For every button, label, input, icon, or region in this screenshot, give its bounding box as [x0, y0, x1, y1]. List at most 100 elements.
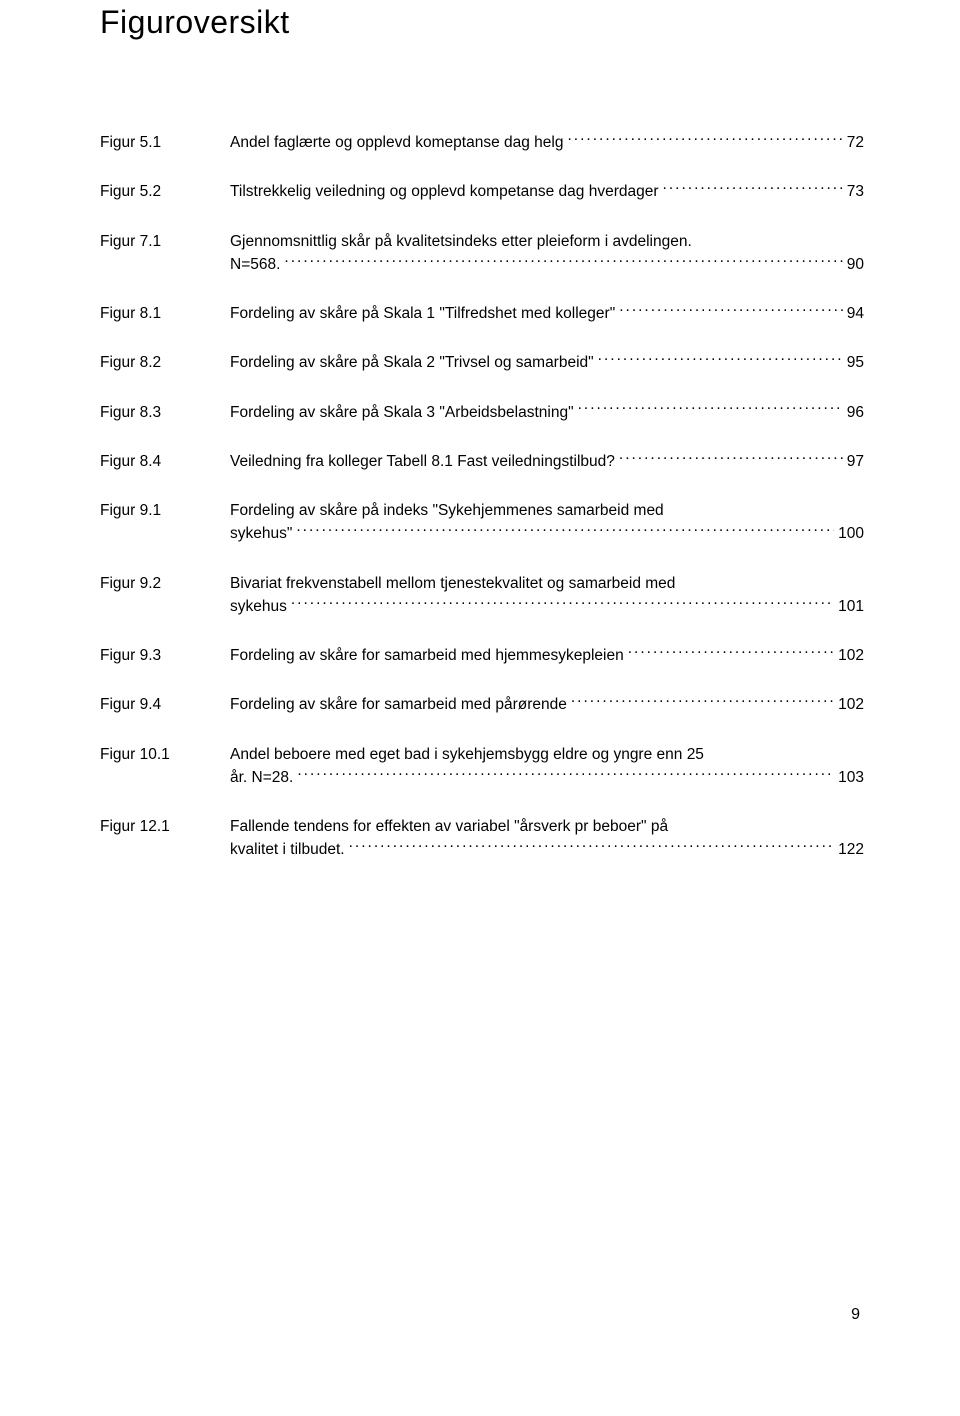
figure-line: kvalitet i tilbudet. 122 — [230, 838, 864, 861]
figure-id: Figur 9.2 — [100, 572, 230, 595]
figure-line: sykehus" 100 — [230, 522, 864, 545]
figure-page: 103 — [838, 766, 864, 789]
figure-text: N=568. — [230, 253, 280, 276]
figure-line: Fordeling av skåre for samarbeid med hje… — [230, 644, 864, 667]
figure-entry: Figur 8.4Veiledning fra kolleger Tabell … — [100, 450, 864, 473]
dot-leader — [296, 523, 834, 539]
figure-page: 101 — [838, 595, 864, 618]
figure-text: Fordeling av skåre på Skala 3 "Arbeidsbe… — [230, 401, 574, 424]
figure-description: Andel beboere med eget bad i sykehjemsby… — [230, 743, 864, 790]
dot-leader — [578, 401, 843, 417]
figure-entry: Figur 9.1Fordeling av skåre på indeks "S… — [100, 499, 864, 546]
figure-description: Tilstrekkelig veiledning og opplevd komp… — [230, 180, 864, 203]
figure-entry: Figur 5.2Tilstrekkelig veiledning og opp… — [100, 180, 864, 203]
figure-line: Veiledning fra kolleger Tabell 8.1 Fast … — [230, 450, 864, 473]
figure-entry: Figur 12.1Fallende tendens for effekten … — [100, 815, 864, 862]
dot-leader — [619, 450, 843, 466]
figure-text: Fordeling av skåre for samarbeid med hje… — [230, 644, 624, 667]
dot-leader — [663, 181, 843, 197]
figure-description: Gjennomsnittlig skår på kvalitetsindeks … — [230, 230, 864, 277]
figure-line: sykehus 101 — [230, 595, 864, 618]
page-title: Figuroversikt — [100, 4, 864, 41]
figure-id: Figur 9.1 — [100, 499, 230, 522]
figure-text: kvalitet i tilbudet. — [230, 838, 345, 861]
dot-leader — [297, 766, 834, 782]
figure-text: sykehus" — [230, 522, 292, 545]
figure-entry: Figur 5.1Andel faglærte og opplevd komep… — [100, 131, 864, 154]
figure-line: Gjennomsnittlig skår på kvalitetsindeks … — [230, 230, 864, 253]
figure-id: Figur 12.1 — [100, 815, 230, 838]
figure-line: Fordeling av skåre på Skala 3 "Arbeidsbe… — [230, 401, 864, 424]
figure-line: Fordeling av skåre på Skala 1 "Tilfredsh… — [230, 302, 864, 325]
figure-entry: Figur 8.1Fordeling av skåre på Skala 1 "… — [100, 302, 864, 325]
figure-description: Fordeling av skåre på Skala 2 "Trivsel o… — [230, 351, 864, 374]
figure-entry: Figur 9.3Fordeling av skåre for samarbei… — [100, 644, 864, 667]
figure-text: Andel beboere med eget bad i sykehjemsby… — [230, 743, 704, 766]
figure-page: 94 — [847, 302, 864, 325]
figure-line: Tilstrekkelig veiledning og opplevd komp… — [230, 180, 864, 203]
dot-leader — [568, 132, 843, 148]
figure-id: Figur 5.1 — [100, 131, 230, 154]
dot-leader — [619, 303, 843, 319]
figure-id: Figur 7.1 — [100, 230, 230, 253]
figure-line: Fordeling av skåre på indeks "Sykehjemme… — [230, 499, 864, 522]
figure-description: Veiledning fra kolleger Tabell 8.1 Fast … — [230, 450, 864, 473]
figure-page: 73 — [847, 180, 864, 203]
figure-text: Tilstrekkelig veiledning og opplevd komp… — [230, 180, 659, 203]
figure-text: sykehus — [230, 595, 287, 618]
figure-page: 122 — [838, 838, 864, 861]
figure-entry: Figur 8.3Fordeling av skåre på Skala 3 "… — [100, 401, 864, 424]
figure-page: 95 — [847, 351, 864, 374]
figure-line: Andel faglærte og opplevd komeptanse dag… — [230, 131, 864, 154]
dot-leader — [598, 352, 843, 368]
figure-list: Figur 5.1Andel faglærte og opplevd komep… — [100, 131, 864, 862]
figure-text: Andel faglærte og opplevd komeptanse dag… — [230, 131, 564, 154]
figure-id: Figur 9.4 — [100, 693, 230, 716]
figure-entry: Figur 9.4Fordeling av skåre for samarbei… — [100, 693, 864, 716]
dot-leader — [349, 839, 835, 855]
figure-id: Figur 9.3 — [100, 644, 230, 667]
page-number: 9 — [851, 1306, 860, 1324]
figure-description: Fordeling av skåre på indeks "Sykehjemme… — [230, 499, 864, 546]
figure-line: Fordeling av skåre på Skala 2 "Trivsel o… — [230, 351, 864, 374]
figure-page: 102 — [838, 644, 864, 667]
figure-entry: Figur 10.1Andel beboere med eget bad i s… — [100, 743, 864, 790]
figure-text: Fordeling av skåre for samarbeid med pår… — [230, 693, 567, 716]
figure-page: 90 — [847, 253, 864, 276]
figure-description: Fordeling av skåre for samarbeid med pår… — [230, 693, 864, 716]
dot-leader — [291, 595, 834, 611]
figure-description: Fordeling av skåre for samarbeid med hje… — [230, 644, 864, 667]
figure-text: Fordeling av skåre på indeks "Sykehjemme… — [230, 499, 664, 522]
figure-text: Veiledning fra kolleger Tabell 8.1 Fast … — [230, 450, 615, 473]
figure-page: 72 — [847, 131, 864, 154]
figure-entry: Figur 8.2Fordeling av skåre på Skala 2 "… — [100, 351, 864, 374]
figure-id: Figur 5.2 — [100, 180, 230, 203]
figure-entry: Figur 9.2Bivariat frekvenstabell mellom … — [100, 572, 864, 619]
figure-line: Fallende tendens for effekten av variabe… — [230, 815, 864, 838]
figure-line: N=568. 90 — [230, 253, 864, 276]
document-page: Figuroversikt Figur 5.1Andel faglærte og… — [0, 0, 960, 1416]
figure-page: 96 — [847, 401, 864, 424]
figure-text: år. N=28. — [230, 766, 293, 789]
figure-text: Gjennomsnittlig skår på kvalitetsindeks … — [230, 230, 692, 253]
figure-line: Andel beboere med eget bad i sykehjemsby… — [230, 743, 864, 766]
figure-description: Bivariat frekvenstabell mellom tjenestek… — [230, 572, 864, 619]
figure-page: 100 — [838, 522, 864, 545]
figure-description: Fordeling av skåre på Skala 1 "Tilfredsh… — [230, 302, 864, 325]
figure-text: Bivariat frekvenstabell mellom tjenestek… — [230, 572, 675, 595]
figure-id: Figur 8.4 — [100, 450, 230, 473]
figure-text: Fordeling av skåre på Skala 1 "Tilfredsh… — [230, 302, 615, 325]
figure-description: Fordeling av skåre på Skala 3 "Arbeidsbe… — [230, 401, 864, 424]
figure-text: Fordeling av skåre på Skala 2 "Trivsel o… — [230, 351, 594, 374]
figure-id: Figur 8.1 — [100, 302, 230, 325]
figure-id: Figur 10.1 — [100, 743, 230, 766]
figure-entry: Figur 7.1Gjennomsnittlig skår på kvalite… — [100, 230, 864, 277]
figure-description: Fallende tendens for effekten av variabe… — [230, 815, 864, 862]
figure-id: Figur 8.3 — [100, 401, 230, 424]
figure-text: Fallende tendens for effekten av variabe… — [230, 815, 668, 838]
dot-leader — [571, 694, 834, 710]
figure-description: Andel faglærte og opplevd komeptanse dag… — [230, 131, 864, 154]
figure-id: Figur 8.2 — [100, 351, 230, 374]
figure-page: 102 — [838, 693, 864, 716]
dot-leader — [284, 253, 842, 269]
